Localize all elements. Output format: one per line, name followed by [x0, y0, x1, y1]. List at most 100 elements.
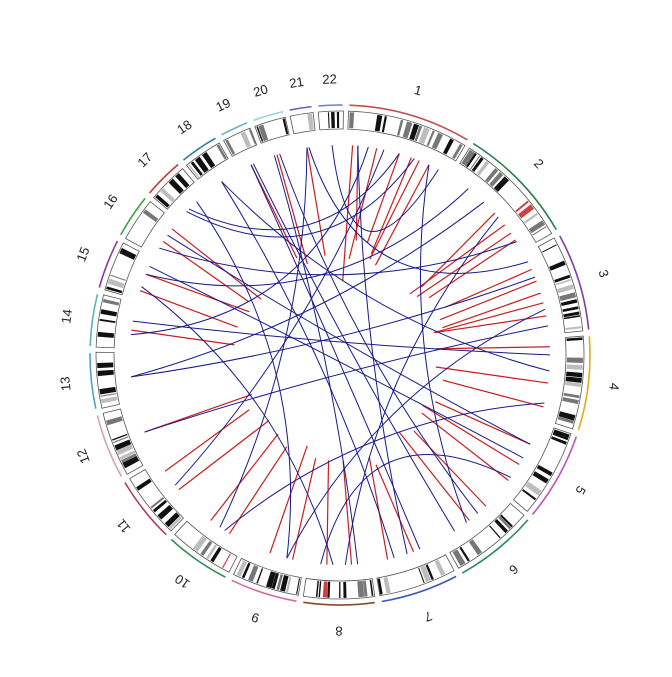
link-arc [188, 153, 400, 231]
cytoband [113, 436, 129, 444]
chromosome-segment-5 [531, 436, 578, 516]
chromosome-ideogram-12 [102, 408, 144, 475]
cytoband [106, 286, 123, 294]
cytoband [282, 118, 289, 135]
ideogram-ring [95, 110, 585, 600]
cytoband [418, 567, 425, 584]
link-arc [419, 164, 467, 523]
band-group-5 [522, 429, 570, 501]
chromosome-label-12: 12 [74, 447, 93, 466]
cytoband [122, 455, 140, 469]
band-group-11 [136, 478, 182, 530]
tick-line [374, 164, 430, 266]
tick-line [433, 302, 544, 334]
cytoband [420, 565, 432, 583]
tick-line [131, 329, 235, 346]
band-group-20 [256, 118, 289, 142]
cytoband [216, 144, 227, 160]
cytoband [285, 576, 292, 593]
chromosome-segment-21 [289, 105, 312, 111]
cytoband [493, 176, 510, 192]
tick-line [439, 280, 537, 321]
tick-line [416, 232, 512, 298]
cytoband [500, 514, 513, 528]
cytoband [562, 306, 579, 313]
band-group-18 [188, 144, 227, 178]
link-arc [132, 320, 551, 356]
chromosome-ideogram-7 [376, 554, 455, 597]
cytoband [566, 337, 583, 342]
chromosome-segment-2 [472, 142, 558, 231]
cytoband [409, 123, 420, 141]
cytoband [116, 444, 134, 456]
tick-line [178, 419, 270, 491]
cytoband [563, 392, 580, 399]
cytoband [536, 464, 553, 477]
link-arc [130, 146, 369, 336]
tick-line [413, 430, 487, 507]
cytoband [307, 113, 314, 131]
chromosome-label-10: 10 [172, 571, 192, 592]
cytoband [523, 212, 539, 224]
cytoband [381, 116, 387, 133]
cytoband [562, 397, 579, 405]
band-group-16 [142, 209, 159, 223]
chromosome-segment-15 [98, 240, 119, 288]
cytoband [101, 396, 118, 404]
chromosome-segment-20 [253, 110, 284, 122]
cytoband [256, 126, 264, 142]
cytoband [271, 572, 280, 590]
cytoband [99, 386, 117, 395]
cytoband [471, 157, 484, 172]
chromosome-label-19: 19 [213, 95, 232, 115]
cytoband [498, 516, 512, 530]
cytoband [532, 471, 549, 484]
cytoband [100, 309, 118, 317]
cytoband [489, 525, 501, 539]
cytoband [563, 315, 580, 320]
link-arc [224, 402, 545, 531]
band-group-4 [557, 337, 583, 424]
cytoband [200, 540, 213, 556]
tick-line [269, 445, 308, 554]
cytoband [468, 539, 483, 556]
cytoband [431, 132, 443, 150]
chromosome-label-14: 14 [58, 308, 75, 324]
tick-line [444, 268, 532, 308]
chromosome-ideogram-17 [153, 168, 195, 210]
cytoband [236, 560, 248, 577]
chromosome-label-16: 16 [100, 191, 121, 211]
cytoband [296, 578, 301, 595]
band-group-13 [97, 362, 118, 404]
chromosome-segment-12 [96, 415, 123, 477]
red-tick-lines [131, 145, 550, 565]
cytoband [558, 411, 576, 421]
cytoband [532, 226, 547, 236]
tick-line [366, 153, 400, 243]
cytoband [150, 497, 165, 509]
cytoband [566, 357, 583, 363]
cytoband [206, 544, 218, 560]
cytoband [470, 155, 481, 170]
chromosome-label-15: 15 [73, 245, 92, 264]
chromosome-segment-11 [124, 482, 167, 536]
band-group-9 [236, 560, 301, 595]
cytoband [97, 362, 114, 369]
chromosome-segment-13 [89, 353, 97, 409]
cytoband [102, 298, 120, 306]
link-arc [186, 158, 415, 238]
link-arc [308, 147, 529, 274]
cytoband [522, 489, 537, 501]
chromosome-label-11: 11 [113, 516, 133, 536]
cytoband [489, 171, 504, 187]
link-arc [219, 147, 308, 528]
cytoband [357, 580, 365, 598]
chromosome-segment-6 [461, 519, 529, 574]
cytoband [160, 188, 175, 203]
cytoband [518, 204, 535, 219]
cytoband [157, 504, 174, 520]
cytoband [565, 376, 582, 383]
cytoband [222, 553, 231, 569]
tick-line [375, 464, 415, 552]
